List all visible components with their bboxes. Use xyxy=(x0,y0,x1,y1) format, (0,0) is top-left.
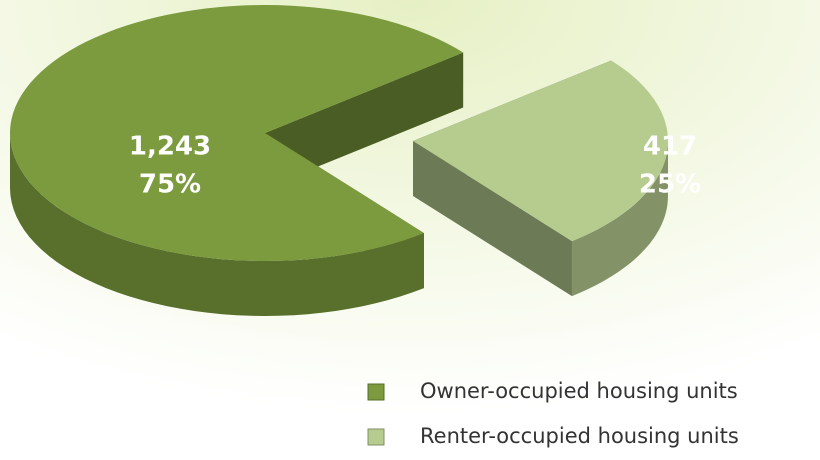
slice-side xyxy=(413,141,572,297)
legend-label: Renter-occupied housing units xyxy=(420,424,739,448)
slice xyxy=(413,60,668,242)
legend-swatch xyxy=(367,428,385,446)
slice-wall xyxy=(10,133,424,316)
slice xyxy=(10,5,464,262)
value-label: 417 xyxy=(643,132,697,162)
slice-side xyxy=(265,52,464,188)
legend: Owner-occupied housing units Renter-occup… xyxy=(367,379,739,448)
percent-label: 75% xyxy=(139,170,201,200)
slice-wall xyxy=(572,141,668,297)
legend-swatch xyxy=(367,383,385,401)
legend-label: Owner-occupied housing units xyxy=(420,379,738,403)
value-label: 1,243 xyxy=(129,132,211,162)
percent-label: 25% xyxy=(639,170,701,200)
pie: 1,243 75% 417 25% xyxy=(10,5,701,316)
